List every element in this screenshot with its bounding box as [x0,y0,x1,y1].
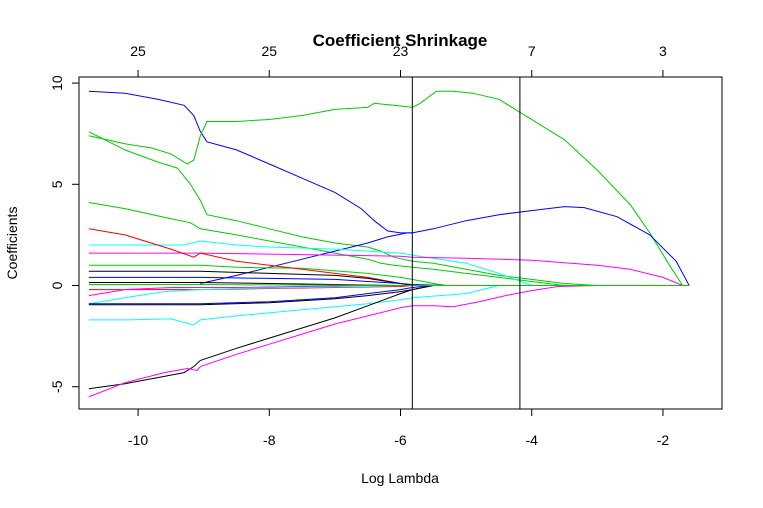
top-tick-label: 7 [528,43,536,59]
coef-path-14 [88,285,413,305]
coef-path-2 [88,90,684,286]
x-axis-label: Log Lambda [361,470,439,486]
vline-layer [411,77,521,409]
plot-frame [78,76,723,410]
coef-path-19 [88,285,598,398]
coef-path-1 [88,90,413,234]
x-tick-label: -8 [263,432,276,448]
x-tick-label: -4 [525,432,538,448]
top-tick-label: 25 [261,43,277,59]
x-tick-label: -10 [128,432,148,448]
coef-path-9 [88,228,413,286]
coef-path-8 [88,252,683,286]
x-tick-label: -6 [394,432,407,448]
top-tick-label: 3 [659,43,667,59]
left-axis: -5 0 5 10 [49,75,79,393]
y-tick-label: 0 [49,281,65,289]
coef-path-5 [200,206,690,286]
y-tick-label: -5 [49,380,65,393]
top-tick-label: 23 [393,43,409,59]
y-tick-label: 5 [49,180,65,188]
series-layer [88,90,690,398]
coef-path-21 [88,284,413,286]
coef-path-18 [88,285,453,390]
coef-path-4 [88,202,565,286]
top-axis: 25 25 23 7 3 [130,43,667,77]
coef-path-7 [88,264,447,286]
coef-path-11 [88,276,447,286]
coef-path-16 [88,285,434,305]
y-axis-label: Coefficients [4,207,20,280]
top-tick-label: 25 [130,43,146,59]
coef-path-3 [88,131,624,286]
coef-path-17 [88,285,500,326]
coef-path-6 [88,240,532,286]
y-tick-label: 10 [49,75,65,91]
chart-title: Coefficient Shrinkage [313,31,488,50]
bottom-axis: -10 -8 -6 -4 -2 [128,409,669,448]
x-tick-label: -2 [657,432,670,448]
